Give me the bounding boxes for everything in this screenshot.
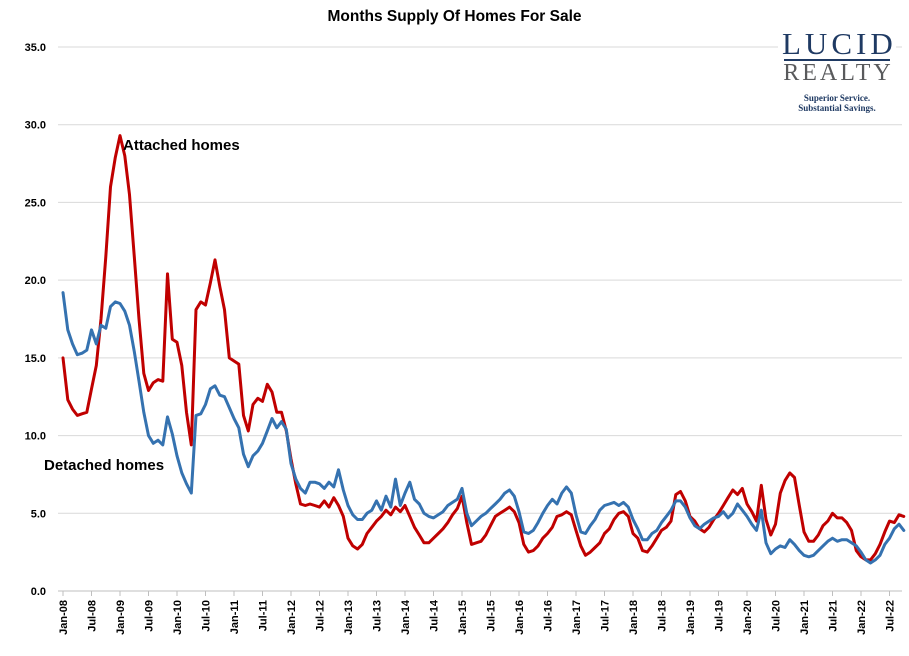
logo-divider-rule — [784, 59, 890, 61]
svg-text:Jul-18: Jul-18 — [657, 600, 669, 632]
svg-text:35.0: 35.0 — [25, 42, 46, 54]
svg-text:Jan-20: Jan-20 — [742, 600, 754, 635]
svg-text:10.0: 10.0 — [25, 431, 46, 443]
svg-text:Jul-13: Jul-13 — [372, 600, 384, 632]
svg-text:Jan-21: Jan-21 — [799, 600, 811, 635]
svg-text:Jul-20: Jul-20 — [771, 600, 783, 632]
svg-text:Jan-13: Jan-13 — [343, 600, 355, 635]
svg-text:Jul-09: Jul-09 — [144, 600, 156, 632]
svg-text:Jan-12: Jan-12 — [286, 600, 298, 635]
svg-text:Jul-16: Jul-16 — [543, 600, 555, 632]
svg-text:Jul-14: Jul-14 — [429, 599, 441, 632]
svg-text:Jan-11: Jan-11 — [229, 600, 241, 634]
logo-wordmark-lucid: LUCID — [782, 26, 897, 61]
svg-text:Jul-17: Jul-17 — [600, 600, 612, 632]
svg-text:20.0: 20.0 — [25, 275, 46, 287]
svg-text:Jul-22: Jul-22 — [885, 600, 897, 632]
logo-tagline: Superior Service. Substantial Savings. — [778, 93, 896, 113]
svg-text:Jul-21: Jul-21 — [828, 600, 840, 632]
svg-text:Jan-22: Jan-22 — [856, 600, 868, 635]
svg-text:Jan-08: Jan-08 — [58, 600, 70, 635]
svg-text:25.0: 25.0 — [25, 197, 46, 209]
svg-text:Jul-19: Jul-19 — [714, 600, 726, 632]
logo-tagline-line2: Substantial Savings. — [798, 102, 876, 113]
svg-text:15.0: 15.0 — [25, 353, 46, 365]
logo-wordmark-realty: REALTY — [783, 60, 894, 86]
svg-text:Jul-08: Jul-08 — [87, 600, 99, 632]
svg-text:Jul-11: Jul-11 — [258, 600, 270, 631]
logo-tagline-line1: Superior Service. — [803, 93, 871, 103]
svg-text:Jan-18: Jan-18 — [628, 600, 640, 635]
svg-text:Jul-15: Jul-15 — [486, 600, 498, 632]
svg-text:5.0: 5.0 — [31, 508, 46, 520]
svg-text:0.0: 0.0 — [31, 586, 46, 598]
chart-title: Months Supply Of Homes For Sale — [327, 8, 582, 25]
svg-text:Jan-14: Jan-14 — [400, 599, 412, 635]
series-label-attached-homes: Attached homes — [123, 137, 240, 154]
svg-text:Jul-10: Jul-10 — [201, 600, 213, 632]
series-label-detached-homes: Detached homes — [44, 457, 165, 474]
svg-text:Jan-16: Jan-16 — [514, 600, 526, 635]
svg-text:30.0: 30.0 — [25, 120, 46, 132]
svg-text:Jan-17: Jan-17 — [571, 600, 583, 635]
svg-text:Jan-15: Jan-15 — [457, 600, 469, 635]
svg-text:Jan-19: Jan-19 — [685, 600, 697, 635]
svg-text:Jan-10: Jan-10 — [172, 600, 184, 635]
svg-text:Jul-12: Jul-12 — [315, 600, 327, 632]
svg-text:Jan-09: Jan-09 — [115, 600, 127, 635]
lucid-realty-logo: LUCID REALTY Superior Service. Substanti… — [778, 27, 896, 117]
